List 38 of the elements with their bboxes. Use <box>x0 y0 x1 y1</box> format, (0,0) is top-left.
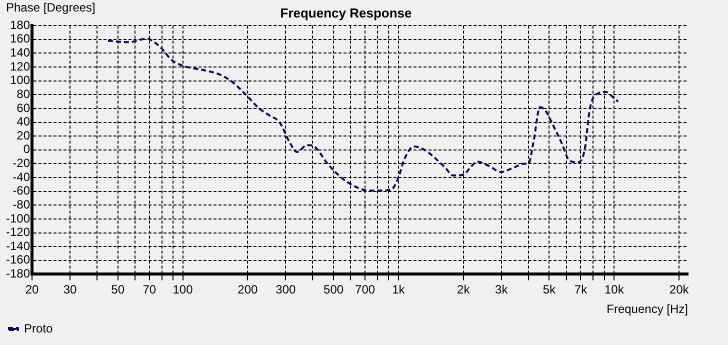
y-tick-label: -120 <box>6 225 30 240</box>
x-tick-label: 200 <box>238 282 258 297</box>
y-tick-label: 0 <box>23 142 30 156</box>
y-tick-label: -180 <box>6 266 30 281</box>
x-tick-label: 50 <box>111 282 125 297</box>
x-tick-label: 7k <box>574 282 588 297</box>
x-tick-label: 3k <box>495 282 509 297</box>
y-tick-label: -60 <box>12 184 30 198</box>
x-tick-label: 1k <box>392 282 406 297</box>
y-tick-label: 20 <box>16 128 30 142</box>
x-tick-label: 20k <box>669 282 690 297</box>
legend-label: Proto <box>24 321 54 336</box>
y-tick-label: 60 <box>16 100 30 115</box>
y-tick-label: -80 <box>12 197 30 212</box>
y-tick-label: -140 <box>6 238 30 253</box>
y-axis-title: Phase [Degrees] <box>6 0 96 14</box>
y-tick-label: 40 <box>16 114 30 129</box>
x-tick-label: 5k <box>542 282 557 297</box>
x-tick-label: 70 <box>142 282 156 297</box>
x-tick-label: 500 <box>324 282 344 297</box>
chart-title: Frequency Response <box>280 5 412 20</box>
y-tick-label: 80 <box>16 86 30 101</box>
y-tick-label: -20 <box>12 156 30 170</box>
y-tick-label: -160 <box>6 252 30 267</box>
y-tick-label: -40 <box>12 170 30 184</box>
x-axis-title: Frequency [Hz] <box>606 302 688 316</box>
y-tick-label: 160 <box>10 32 30 46</box>
y-tick-label: 140 <box>10 46 30 60</box>
x-tick-label: 10k <box>604 282 625 297</box>
x-tick-label: 2k <box>457 282 471 297</box>
y-tick-label: 180 <box>10 18 30 32</box>
x-tick-label: 100 <box>172 282 194 297</box>
y-tick-label: -100 <box>6 211 30 226</box>
x-tick-label: 30 <box>63 282 77 297</box>
x-tick-label: 300 <box>276 282 296 297</box>
y-tick-label: 100 <box>10 73 30 88</box>
x-tick-label: 700 <box>355 282 376 297</box>
y-tick-label: 120 <box>10 59 30 74</box>
